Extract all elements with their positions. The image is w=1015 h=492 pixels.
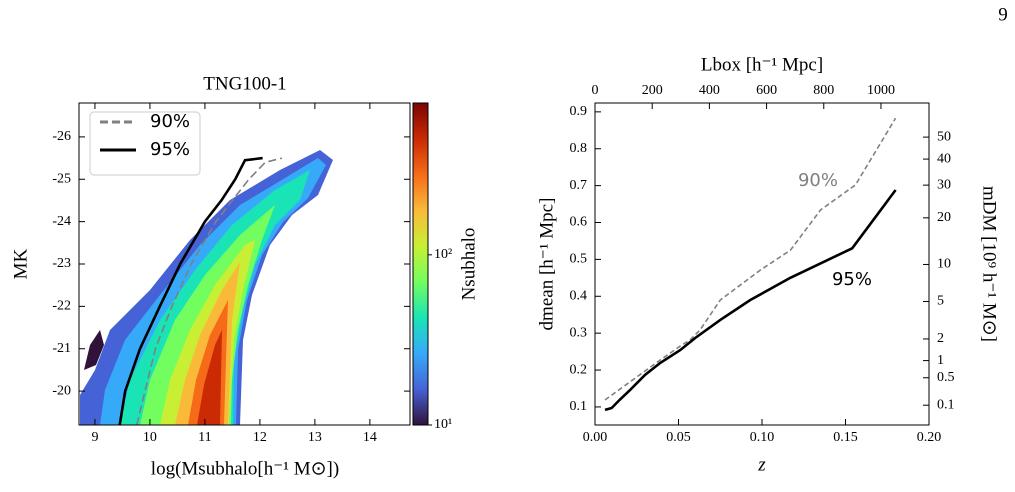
x-tick-label: 10 (143, 430, 157, 445)
chart-title: TNG100-1 (203, 73, 286, 94)
colorbar-tick-label: 10² (434, 247, 452, 262)
y-tick-label: 0.8 (570, 141, 588, 156)
y-tick-label: -23 (52, 256, 71, 271)
y-tick-label: 0.9 (570, 104, 588, 119)
x-tick-label: 0.10 (750, 430, 775, 445)
series-line (604, 117, 897, 401)
x-tick-label: 11 (198, 430, 211, 445)
legend-box (89, 111, 201, 176)
y2-tick-label: 20 (937, 210, 951, 225)
y-tick-label: -25 (52, 171, 71, 186)
y2-tick-label: 5 (937, 294, 944, 309)
x-tick-label: 0.20 (917, 430, 942, 445)
y-tick-label: 0.4 (570, 288, 588, 303)
y2-tick-label: 50 (937, 129, 951, 144)
y-tick-label: 0.7 (570, 178, 588, 193)
x2-tick-label: 400 (699, 83, 720, 98)
x-tick-label: 14 (363, 430, 377, 445)
y2-tick-label: 10 (937, 257, 951, 272)
y-tick-label: 0.2 (570, 362, 588, 377)
x2-tick-label: 1000 (867, 83, 895, 98)
y2-axis-label: mDM [10⁹ h⁻¹ M⊙] (979, 186, 1000, 342)
x-tick-label: 13 (308, 430, 322, 445)
colorbar-tick-label: 10¹ (434, 417, 452, 432)
y2-tick-label: 40 (937, 151, 951, 166)
x-tick-label: 0.05 (666, 430, 691, 445)
plot-frame (594, 102, 930, 426)
x2-tick-label: 200 (642, 83, 663, 98)
legend-label: 90% (150, 111, 190, 132)
y-tick-label: -22 (52, 299, 71, 314)
legend-label: 95% (150, 139, 190, 160)
series-line (118, 156, 263, 426)
x-tick-label: 12 (253, 430, 267, 445)
y-axis-label: dmean [h⁻¹ Mpc] (536, 198, 557, 331)
x2-tick-label: 800 (813, 83, 834, 98)
y-tick-label: -21 (52, 341, 71, 356)
y2-tick-label: 2 (937, 331, 944, 346)
series-label: 95% (832, 269, 872, 290)
x-tick-label: 9 (91, 430, 98, 445)
colorbar (412, 102, 429, 426)
series-label: 90% (798, 170, 838, 191)
x2-tick-label: 0 (592, 83, 599, 98)
y2-tick-label: 0.1 (937, 397, 955, 412)
y-axis-label: MK (10, 248, 31, 279)
y-tick-label: -24 (52, 214, 71, 229)
x2-tick-label: 600 (756, 83, 777, 98)
series-line (135, 157, 283, 426)
y2-tick-label: 0.5 (937, 370, 955, 385)
y-tick-label: 0.3 (570, 325, 588, 340)
series-line (604, 189, 897, 412)
y2-tick-label: 1 (937, 353, 944, 368)
x2-axis-label: Lbox [h⁻¹ Mpc] (701, 54, 823, 75)
colorbar-label: Nsubhalo (458, 228, 479, 301)
density-contours (80, 150, 333, 425)
x-axis-label: log(Msubhalo[h⁻¹ M⊙]) (151, 458, 339, 479)
x-tick-label: 0.00 (583, 430, 608, 445)
page-number: 9 (998, 4, 1008, 25)
x-tick-label: 0.15 (833, 430, 858, 445)
y2-tick-label: 30 (937, 177, 951, 192)
y-tick-label: -20 (52, 383, 71, 398)
y-tick-label: 0.1 (570, 399, 588, 414)
y-tick-label: -26 (52, 129, 71, 144)
y-tick-label: 0.6 (570, 215, 588, 230)
x-axis-label: z (757, 454, 766, 475)
y-tick-label: 0.5 (570, 252, 588, 267)
plot-frame (78, 102, 411, 426)
